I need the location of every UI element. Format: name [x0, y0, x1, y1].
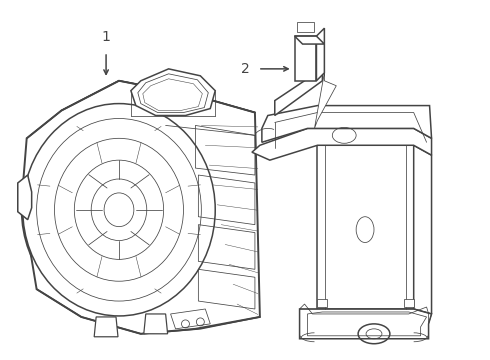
Polygon shape: [315, 28, 336, 129]
Polygon shape: [294, 36, 324, 44]
Polygon shape: [275, 69, 322, 116]
Polygon shape: [318, 299, 327, 307]
Polygon shape: [317, 28, 324, 81]
Polygon shape: [262, 105, 432, 142]
Polygon shape: [22, 81, 260, 334]
Ellipse shape: [23, 104, 215, 316]
Polygon shape: [18, 175, 32, 220]
Polygon shape: [131, 69, 215, 116]
Polygon shape: [404, 299, 414, 307]
Polygon shape: [294, 36, 317, 81]
Polygon shape: [318, 145, 414, 309]
Text: 1: 1: [101, 30, 111, 44]
Polygon shape: [51, 81, 255, 130]
Ellipse shape: [22, 103, 216, 317]
Text: 2: 2: [241, 62, 250, 76]
Polygon shape: [94, 317, 118, 337]
Polygon shape: [252, 129, 432, 160]
Polygon shape: [144, 314, 168, 334]
Polygon shape: [299, 309, 432, 339]
Polygon shape: [171, 309, 210, 329]
Polygon shape: [414, 145, 432, 314]
